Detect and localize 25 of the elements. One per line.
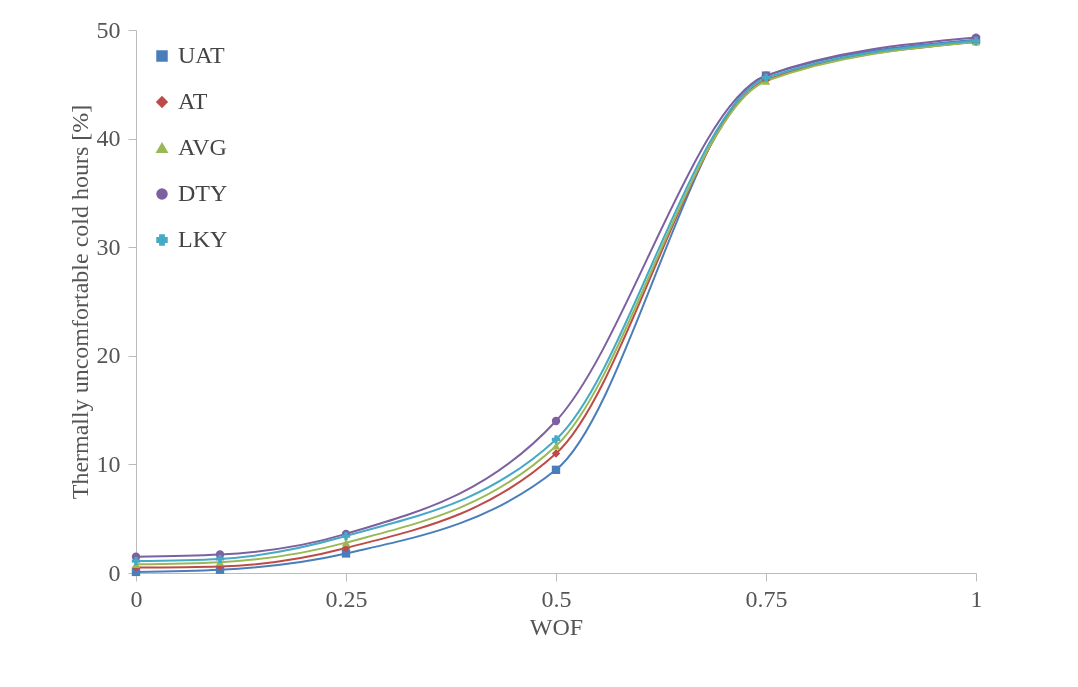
- legend-label: UAT: [178, 42, 225, 68]
- point: [551, 449, 561, 458]
- y-tick-label: 50: [96, 16, 121, 43]
- y-axis-title: Thermally uncomfortable cold hours [%]: [66, 104, 93, 500]
- y-tick-label: 10: [96, 450, 121, 477]
- point: [131, 556, 141, 566]
- x-tick-label: 0.25: [325, 585, 368, 612]
- y-tick-label: 0: [108, 559, 121, 586]
- legend-label: AT: [178, 88, 208, 114]
- legend-label: DTY: [178, 180, 228, 206]
- point: [551, 465, 561, 475]
- x-tick-label: 1: [970, 585, 983, 612]
- x-tick-label: 0.5: [541, 585, 572, 612]
- x-axis-title: WOF: [529, 613, 584, 640]
- point: [551, 442, 561, 450]
- point: [551, 416, 561, 426]
- x-tick-label: 0.75: [745, 585, 788, 612]
- legend-label: LKY: [178, 226, 228, 252]
- x-tick-label: 0: [130, 585, 143, 612]
- y-tick-label: 20: [96, 342, 121, 369]
- legend-label: AVG: [178, 134, 227, 160]
- point: [215, 554, 225, 564]
- y-tick-label: 40: [96, 125, 121, 152]
- point: [551, 435, 561, 444]
- y-tick-label: 30: [96, 233, 121, 260]
